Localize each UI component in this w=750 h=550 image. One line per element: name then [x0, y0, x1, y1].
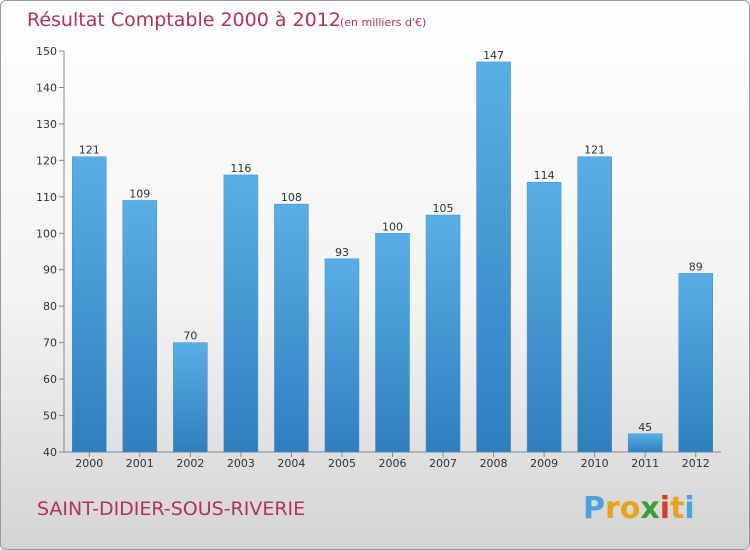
y-tick-label: 50: [43, 410, 57, 423]
logo-letter: r: [605, 491, 620, 526]
value-label-2000: 121: [79, 144, 100, 157]
chart-subtitle: (en milliers d'€): [340, 16, 426, 29]
bar-2002: [173, 342, 208, 453]
y-tick-label: 140: [36, 81, 57, 94]
bar-2010: [577, 156, 612, 453]
y-tick-label: 80: [43, 300, 57, 313]
bar-2005: [324, 258, 360, 453]
proxiti-logo: Proxiti: [583, 491, 695, 526]
value-label-2007: 105: [433, 202, 454, 215]
value-label-2011: 45: [638, 421, 652, 434]
bar-2008: [476, 61, 511, 453]
value-label-2004: 108: [281, 191, 302, 204]
x-tick-label-2009: 2009: [530, 457, 558, 470]
bar-2012: [678, 273, 713, 453]
y-tick-label: 60: [43, 373, 57, 386]
value-label-2005: 93: [335, 246, 349, 259]
value-label-2008: 147: [483, 49, 504, 62]
value-label-2006: 100: [382, 220, 403, 233]
x-tick-label-2012: 2012: [682, 457, 710, 470]
logo-letter: x: [640, 491, 659, 526]
bar-2004: [274, 203, 309, 453]
bar-2001: [122, 200, 158, 453]
value-label-2002: 70: [183, 330, 197, 343]
value-label-2001: 109: [129, 187, 150, 200]
x-tick-label-2010: 2010: [581, 457, 609, 470]
y-tick-label: 70: [43, 337, 57, 350]
y-tick-label: 40: [43, 446, 57, 459]
commune-name: SAINT-DIDIER-SOUS-RIVERIE: [37, 498, 305, 520]
y-tick-label: 130: [36, 118, 57, 131]
y-tick-label: 120: [36, 154, 57, 167]
x-tick-label-2008: 2008: [480, 457, 508, 470]
logo-letter: P: [583, 491, 605, 526]
x-tick-label-2005: 2005: [328, 457, 356, 470]
y-tick-label: 90: [43, 264, 57, 277]
bar-2003: [223, 174, 259, 453]
y-tick-label: 150: [36, 45, 57, 58]
x-ticks: 2000 2001 2002 2003 2004 2005 2006 2007 2008 2009…: [75, 452, 710, 470]
x-tick-label-2011: 2011: [631, 457, 659, 470]
bar-2007: [425, 214, 461, 453]
value-label-2012: 89: [689, 260, 703, 273]
bars: 121 109 70 116 108 93 100 105 147 114 121 45 89: [72, 49, 713, 453]
value-label-2003: 116: [230, 162, 251, 175]
y-ticks: 40 50 60 70 80 90 100 110 120 130 140 150: [36, 45, 64, 459]
x-tick-label-2006: 2006: [379, 457, 407, 470]
bar-2011: [627, 433, 663, 453]
logo-letter: i: [660, 491, 670, 526]
logo-letter: o: [620, 491, 641, 526]
value-label-2010: 121: [584, 144, 605, 157]
y-tick-label: 110: [36, 191, 57, 204]
x-tick-label-2001: 2001: [126, 457, 154, 470]
value-label-2009: 114: [534, 169, 555, 182]
x-tick-label-2004: 2004: [277, 457, 305, 470]
x-tick-label-2002: 2002: [176, 457, 204, 470]
x-tick-label-2000: 2000: [75, 457, 103, 470]
logo-letter: t: [670, 491, 684, 526]
bar-2000: [72, 156, 107, 453]
x-tick-label-2007: 2007: [429, 457, 457, 470]
y-tick-label: 100: [36, 227, 57, 240]
logo-letter: i: [684, 491, 694, 526]
chart-title: Résultat Comptable 2000 à 2012: [27, 9, 341, 31]
x-tick-label-2003: 2003: [227, 457, 255, 470]
bar-2006: [375, 233, 410, 453]
bar-2009: [526, 181, 562, 453]
